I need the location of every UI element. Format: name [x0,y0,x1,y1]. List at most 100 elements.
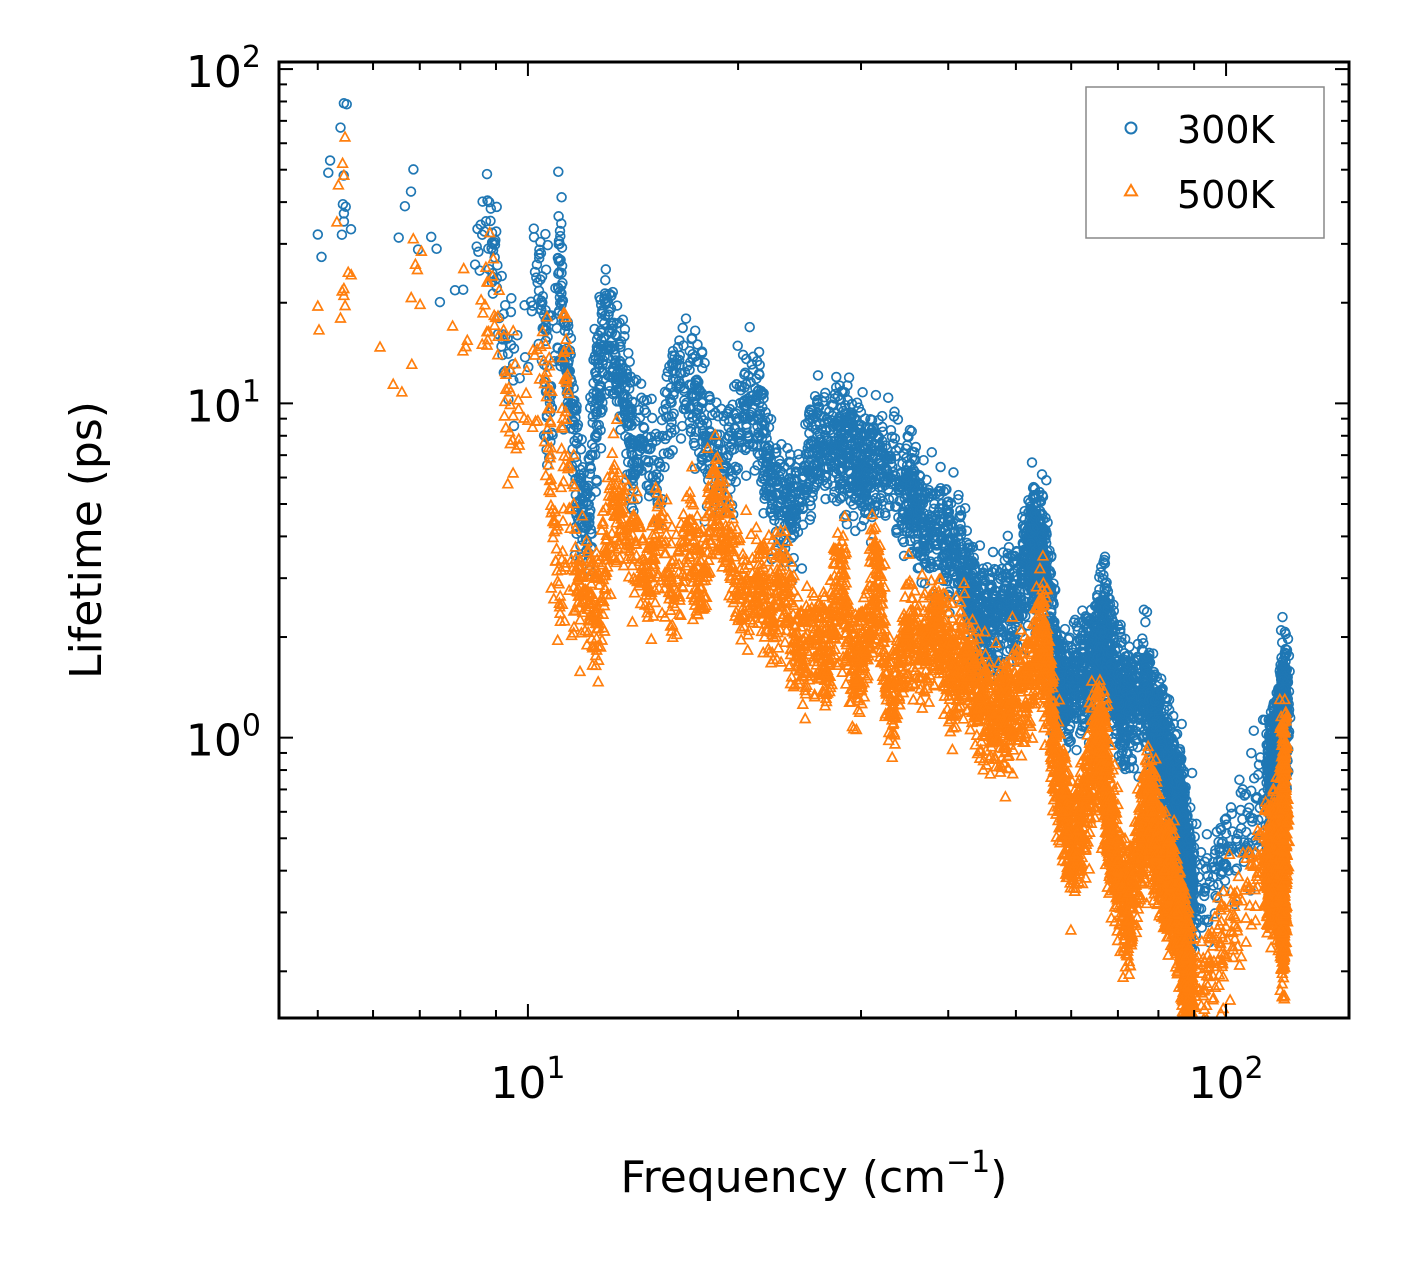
data-point-300k [675,433,687,444]
data-point-300k [542,239,554,251]
data-point-300k [692,356,704,368]
data-point-300k [523,361,534,373]
data-point-300k [762,456,773,468]
data-point-300k [335,122,346,133]
data-point-300k [324,155,336,166]
data-point-300k [623,383,635,395]
data-point-300k [505,306,517,318]
data-point-300k [600,274,611,286]
data-point-300k [659,461,670,473]
data-point-300k [576,434,587,445]
data-point-300k [536,304,547,316]
data-point-300k [674,350,686,361]
data-point-300k [694,384,705,396]
data-point-300k [627,396,638,408]
data-point-300k [768,461,779,473]
data-point-300k [688,437,700,449]
data-point-300k [554,292,566,303]
data-point-300k [711,397,722,408]
data-point-300k [723,421,734,433]
data-point-300k [754,369,765,381]
data-point-300k [758,507,769,519]
data-point-300k [345,224,357,235]
data-point-300k [611,300,623,311]
data-point-300k [614,317,625,329]
data-point-300k [691,374,703,386]
data-point-300k [660,398,672,410]
data-point-300k [726,444,738,456]
data-point-300k [642,462,653,473]
data-point-300k [578,468,590,479]
data-point-300k [730,476,742,487]
data-point-300k [502,348,514,360]
data-point-300k [694,417,706,429]
data-point-300k [677,322,688,334]
data-point-300k [336,229,348,240]
data-point-300k [696,419,708,431]
data-point-300k [723,415,735,427]
data-point-300k [393,232,404,243]
data-point-300k [636,465,647,476]
data-point-300k [660,433,671,445]
data-point-300k [323,167,334,179]
data-point-300k [553,166,564,178]
data-point-300k [754,359,765,371]
data-point-300k [657,430,668,442]
data-point-300k [743,432,755,444]
data-point-300k [408,164,419,175]
data-point-300k [581,482,593,494]
data-point-300k [473,246,484,258]
data-point-300k [485,215,496,227]
data-point-300k [591,474,602,486]
data-point-300k [640,454,651,466]
data-point-300k [664,449,675,460]
data-point-300k [556,218,567,229]
data-point-300k [690,426,702,438]
data-point-300k [630,462,642,473]
data-point-300k [651,469,662,480]
data-point-300k [661,411,672,423]
data-point-300k [741,442,752,454]
data-point-300k [617,314,629,325]
data-point-300k [762,443,774,454]
data-point-300k [628,376,640,387]
data-point-300k [471,241,482,252]
data-point-300k [704,391,715,403]
data-point-300k [760,440,771,452]
data-point-300k [514,372,525,384]
data-point-300k [608,317,619,328]
data-point-300k [585,463,597,474]
data-point-300k [533,249,545,260]
data-point-300k [528,231,540,243]
data-point-300k [704,402,716,413]
data-point-300k [655,461,666,472]
data-point-300k [666,427,677,439]
data-point-300k [757,456,769,468]
data-point-300k [567,415,579,427]
data-point-300k [678,383,690,394]
data-point-300k [744,321,755,333]
data-point-300k [691,407,702,419]
data-point-300k [689,463,701,475]
data-point-300k [712,410,724,422]
data-point-300k [603,309,614,320]
data-point-300k [754,397,765,409]
data-point-300k [684,345,695,357]
data-point-300k [658,448,670,459]
data-point-300k [595,407,607,418]
data-point-300k [638,395,650,406]
data-point-300k [582,489,593,500]
data-point-300k [566,414,578,426]
data-point-300k [554,225,566,237]
data-point-300k [665,396,676,408]
data-point-300k [519,352,531,363]
data-point-300k [533,285,545,296]
data-point-300k [678,340,689,351]
data-point-300k [585,449,596,461]
data-point-300k [556,267,567,279]
data-point-300k [595,443,607,454]
data-point-300k [635,378,647,390]
data-point-300k [680,313,692,324]
series-layer [311,98,1296,1018]
